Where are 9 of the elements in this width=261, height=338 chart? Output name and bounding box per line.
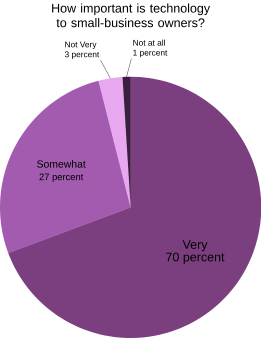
- slice-label: Very: [182, 240, 208, 252]
- data-label: 70 percent: [166, 252, 224, 264]
- data-label: 3 percent: [64, 51, 100, 59]
- slice-label: Not Very: [65, 42, 96, 50]
- slice-label: Not at all: [133, 40, 165, 46]
- slice-label: Somewhat: [36, 160, 86, 168]
- data-label: 1 percent: [133, 50, 168, 58]
- chart-title: How important is technology to small-business owners?: [52, 3, 210, 28]
- data-label: 27 percent: [39, 174, 84, 182]
